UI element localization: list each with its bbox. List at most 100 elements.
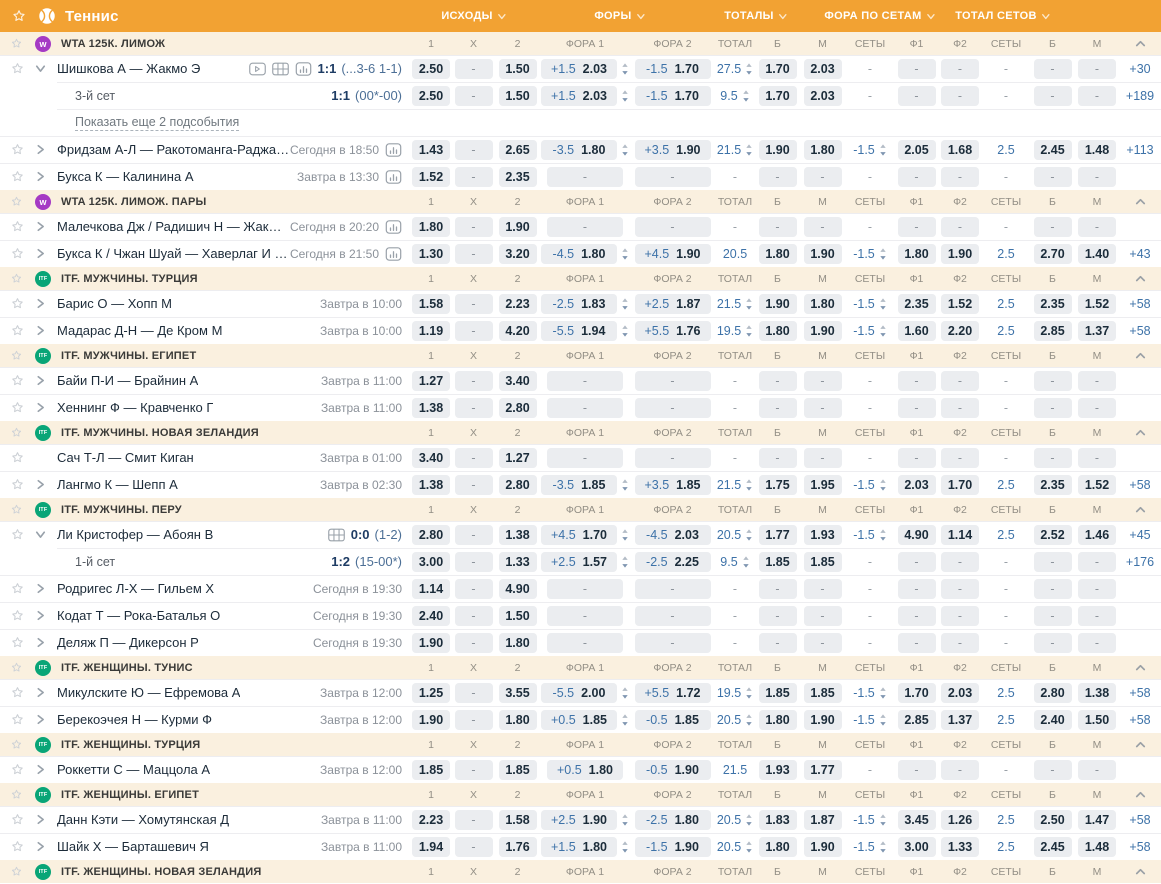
- odds-x[interactable]: -: [454, 293, 493, 314]
- match-name[interactable]: Родригес Л-Х — Гильем Х: [57, 581, 215, 596]
- fora2[interactable]: -: [634, 447, 711, 468]
- sets-total[interactable]: -: [1003, 219, 1009, 234]
- league-collapse-caret-icon[interactable]: [1135, 427, 1146, 438]
- odds-1[interactable]: 2.40: [412, 605, 450, 626]
- total-over[interactable]: 1.70: [758, 85, 797, 106]
- stats-icon[interactable]: [385, 169, 402, 184]
- total[interactable]: 20.5: [716, 812, 742, 827]
- sets-f2[interactable]: -: [941, 166, 979, 187]
- sets-total[interactable]: 2.5: [997, 839, 1015, 854]
- fora2[interactable]: -2.5 2.25: [634, 551, 711, 572]
- sets-under[interactable]: 1.52: [1078, 293, 1116, 314]
- sets-under[interactable]: -: [1078, 58, 1116, 79]
- match-name[interactable]: Байи П-И — Брайнин А: [57, 373, 199, 388]
- sets-under[interactable]: 1.38: [1078, 682, 1116, 703]
- total[interactable]: 20.5: [722, 246, 748, 261]
- more-markets-link[interactable]: +43: [1129, 246, 1151, 261]
- sets-over[interactable]: -: [1033, 551, 1072, 572]
- odds-x[interactable]: -: [454, 447, 493, 468]
- odds-2[interactable]: 3.55: [498, 682, 537, 703]
- sets-handicap[interactable]: -: [867, 169, 873, 184]
- sets-handicap[interactable]: -1.5: [853, 812, 875, 827]
- more-markets-link[interactable]: +30: [1129, 61, 1151, 76]
- odds-x[interactable]: -: [454, 397, 493, 418]
- odds-1[interactable]: 1.38: [412, 474, 450, 495]
- sets-f2[interactable]: 1.52: [941, 293, 979, 314]
- sets-f1[interactable]: -: [897, 578, 936, 599]
- total[interactable]: 21.5: [716, 142, 742, 157]
- sets-total[interactable]: 2.5: [997, 142, 1015, 157]
- sets-handicap-spinner[interactable]: [879, 840, 887, 854]
- sets-f2[interactable]: -: [941, 551, 979, 572]
- league-header-row[interactable]: ITF ITF. МУЖЧИНЫ. ЕГИПЕТ 1 X 2 ФОРА 1 ФОРА 2 ТО…: [0, 344, 1161, 367]
- sets-f2[interactable]: -: [941, 447, 979, 468]
- match-favorite-star-icon[interactable]: [10, 635, 25, 650]
- column-group-outcomes[interactable]: ИСХОДЫ: [441, 0, 506, 32]
- sets-under[interactable]: -: [1078, 166, 1116, 187]
- odds-1[interactable]: 1.19: [412, 320, 450, 341]
- match-favorite-star-icon[interactable]: [10, 839, 25, 854]
- sets-handicap[interactable]: -: [867, 373, 873, 388]
- fora1-spinner[interactable]: [621, 555, 629, 569]
- fora1[interactable]: -: [547, 370, 623, 391]
- sets-under[interactable]: -: [1078, 551, 1116, 572]
- sets-total[interactable]: -: [1003, 169, 1009, 184]
- sets-under[interactable]: 1.46: [1078, 524, 1116, 545]
- sets-handicap[interactable]: -1.5: [853, 839, 875, 854]
- odds-x[interactable]: -: [454, 809, 493, 830]
- sets-f2[interactable]: -: [941, 370, 979, 391]
- match-name[interactable]: Букса К — Калинина А: [57, 169, 194, 184]
- league-favorite-star-icon[interactable]: [10, 865, 23, 878]
- match-name[interactable]: Хеннинг Ф — Кравченко Г: [57, 400, 214, 415]
- total[interactable]: 21.5: [716, 477, 742, 492]
- odds-2[interactable]: 1.58: [498, 809, 537, 830]
- sets-f2[interactable]: 2.20: [941, 320, 979, 341]
- chevron-down-icon[interactable]: [35, 529, 46, 540]
- total-spinner[interactable]: [745, 713, 753, 727]
- total-spinner[interactable]: [745, 686, 753, 700]
- league-favorite-star-icon[interactable]: [10, 738, 23, 751]
- league-collapse-caret-icon[interactable]: [1135, 350, 1146, 361]
- odds-1[interactable]: 1.85: [412, 759, 450, 780]
- more-markets-link[interactable]: +58: [1129, 839, 1151, 854]
- more-markets-link[interactable]: +45: [1129, 527, 1151, 542]
- odds-2[interactable]: 3.40: [498, 370, 537, 391]
- odds-1[interactable]: 1.38: [412, 397, 450, 418]
- odds-2[interactable]: 2.80: [498, 474, 537, 495]
- fora2[interactable]: -: [634, 370, 711, 391]
- chevron-right-icon[interactable]: [35, 375, 46, 386]
- fora1[interactable]: -: [547, 166, 623, 187]
- sets-f2[interactable]: -: [941, 632, 979, 653]
- fora1[interactable]: -4.5 1.80: [541, 243, 617, 264]
- total-spinner[interactable]: [742, 89, 750, 103]
- odds-x[interactable]: -: [454, 85, 493, 106]
- sets-f1[interactable]: 2.05: [897, 139, 936, 160]
- match-name[interactable]: Сач Т-Л — Смит Киган: [57, 450, 194, 465]
- sets-over[interactable]: 2.45: [1033, 139, 1072, 160]
- sets-f1[interactable]: -: [897, 216, 936, 237]
- odds-2[interactable]: 1.90: [498, 216, 537, 237]
- sets-handicap[interactable]: -: [867, 762, 873, 777]
- total[interactable]: -: [732, 635, 738, 650]
- sets-over[interactable]: -: [1033, 85, 1072, 106]
- fora1-spinner[interactable]: [621, 247, 629, 261]
- odds-x[interactable]: -: [454, 58, 493, 79]
- sets-total[interactable]: -: [1003, 608, 1009, 623]
- total-over[interactable]: 1.75: [758, 474, 797, 495]
- sets-f2[interactable]: -: [941, 58, 979, 79]
- sets-under[interactable]: 1.50: [1078, 709, 1116, 730]
- sets-f2[interactable]: 1.37: [941, 709, 979, 730]
- sets-total[interactable]: -: [1003, 88, 1009, 103]
- chevron-down-icon[interactable]: [35, 63, 46, 74]
- total-over[interactable]: -: [758, 216, 797, 237]
- sets-under[interactable]: -: [1078, 370, 1116, 391]
- fora2[interactable]: +3.5 1.90: [634, 139, 711, 160]
- show-more-subevents-link[interactable]: Показать еще 2 подсобытия: [75, 114, 240, 131]
- match-name[interactable]: Деляж П — Дикерсон Р: [57, 635, 199, 650]
- match-name[interactable]: Берекоэчея Н — Курми Ф: [57, 712, 213, 727]
- league-header-row[interactable]: ITF ITF. ЖЕНЩИНЫ. ТУНИС 1 X 2 ФОРА 1 ФОРА 2 ТОТ…: [0, 656, 1161, 679]
- odds-x[interactable]: -: [454, 216, 493, 237]
- sets-handicap[interactable]: -1.5: [853, 712, 875, 727]
- stats-icon[interactable]: [295, 61, 312, 76]
- sets-handicap[interactable]: -: [867, 450, 873, 465]
